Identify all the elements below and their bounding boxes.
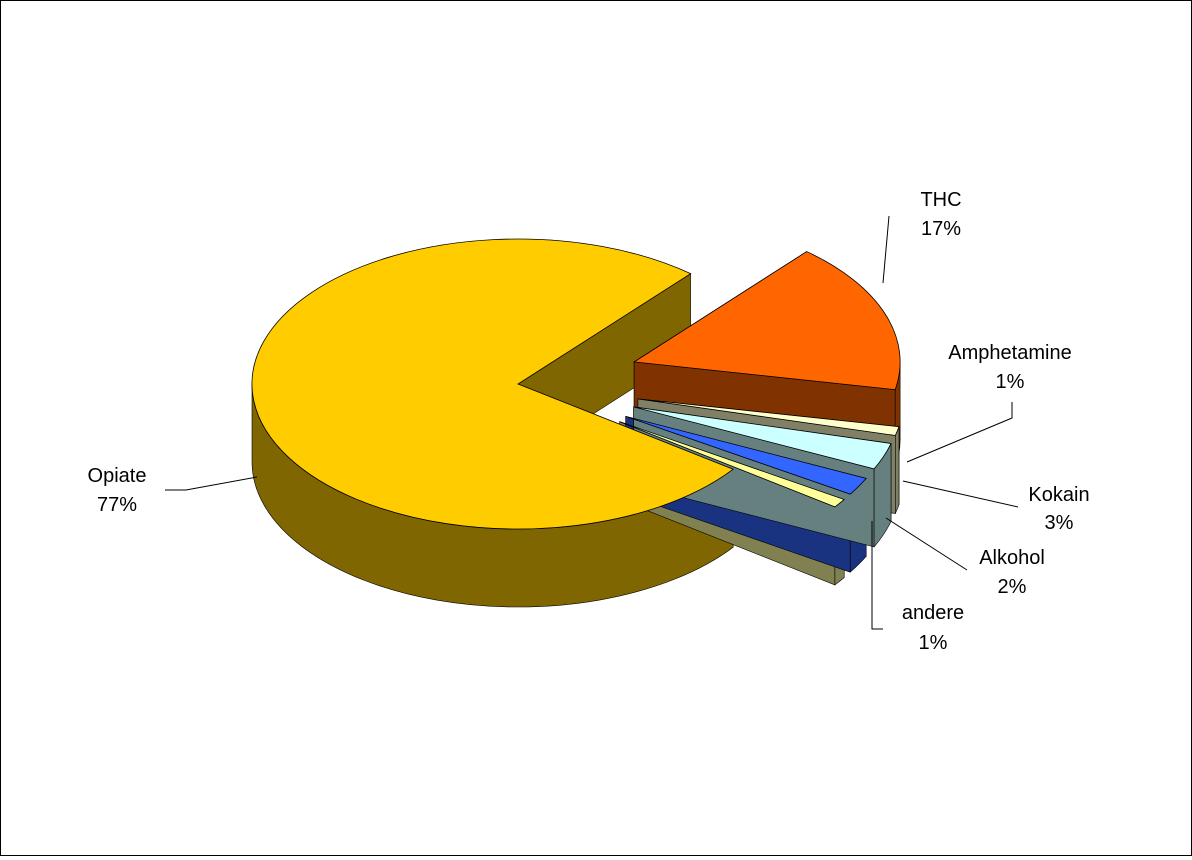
pie-top-layer: [251, 238, 901, 530]
slice-label-alkohol: Alkohol: [979, 547, 1045, 569]
slice-opiate: [251, 238, 735, 530]
slice-label-thc: THC: [920, 189, 961, 211]
leader-line-kokain: [902, 480, 1019, 508]
slice-thc: [632, 251, 901, 391]
leader-line-alkohol: [885, 517, 968, 571]
slice-side-amphetamine-0: [895, 426, 900, 514]
slice-value-alkohol: 2%: [998, 576, 1027, 598]
slice-label-amphetamine: Amphetamine: [948, 342, 1071, 364]
slice-andere: [619, 421, 846, 508]
slice-label-opiate: Opiate: [88, 465, 147, 487]
slice-value-thc: 17%: [921, 218, 961, 240]
leader-line-thc: [882, 215, 890, 284]
slice-value-kokain: 3%: [1045, 512, 1074, 534]
slice-value-opiate: 77%: [97, 494, 137, 516]
pie-labels-layer: Opiate 77% THC 17% Amphetamine 1% Kokain…: [88, 189, 1090, 654]
slice-label-andere: andere: [902, 602, 964, 624]
leader-line-andere: [871, 521, 883, 630]
slice-value-amphetamine: 1%: [996, 371, 1025, 393]
slice-value-andere: 1%: [919, 632, 948, 654]
slice-kokain: [633, 406, 892, 470]
slice-alkohol: [625, 415, 867, 495]
slice-amphetamine: [637, 398, 900, 436]
leader-line-amphetamine: [906, 402, 1013, 463]
slice-label-kokain: Kokain: [1028, 484, 1089, 506]
leader-lines-layer: [165, 215, 1019, 630]
leader-line-opiate: [165, 476, 258, 491]
